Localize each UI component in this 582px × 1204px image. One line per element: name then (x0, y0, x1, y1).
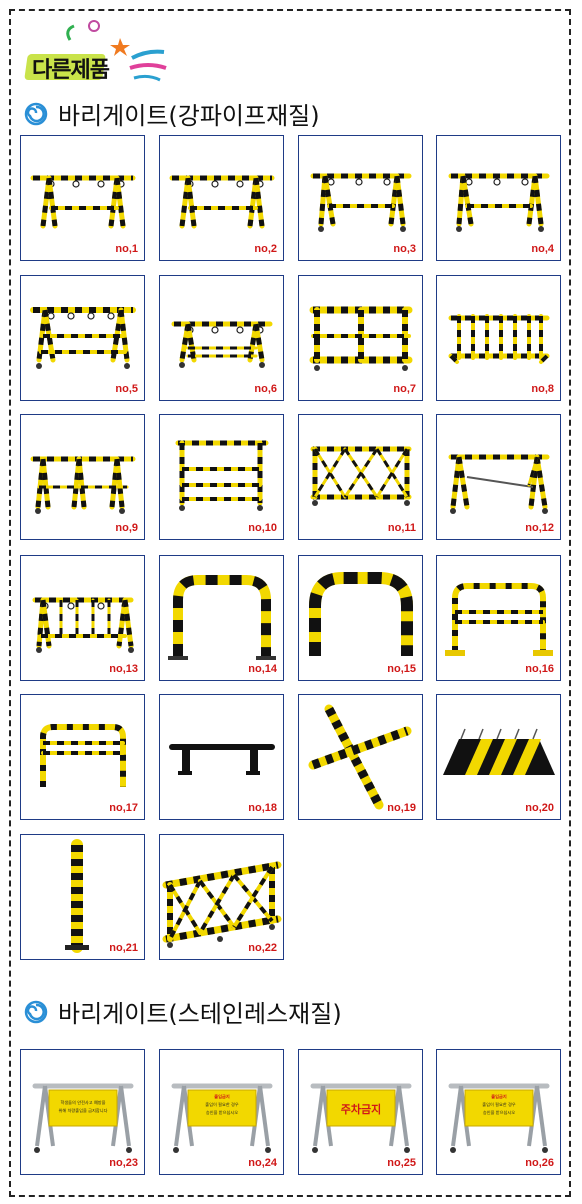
product-tile[interactable]: no,8 (436, 275, 561, 401)
u-guard-round-icon (309, 572, 413, 656)
product-label: no,12 (525, 522, 554, 534)
product-label: no,17 (109, 802, 138, 814)
picket-barricade-icon (448, 314, 550, 364)
sign-text: 출입이 필요한 경우 (205, 1101, 239, 1108)
page-frame (9, 9, 571, 1197)
bar-stopper-icon (169, 744, 275, 775)
product-label: no,4 (531, 243, 554, 255)
section-title-text: 바리게이트(강파이프재질) (58, 102, 320, 130)
product-tile[interactable]: no,13 (20, 555, 145, 681)
truss-barricade-icon (162, 861, 282, 948)
product-tile[interactable]: 출입금지 출입이 필요한 경우 승인을 받으십시오 no,24 (159, 1049, 284, 1175)
product-tile[interactable]: no,5 (20, 275, 145, 401)
product-label: no,10 (248, 522, 277, 534)
swirl-icon (24, 102, 48, 125)
x-truss-barricade-icon (310, 446, 412, 506)
product-label: no,3 (393, 243, 416, 255)
other-products-badge: 다른제품 (22, 18, 172, 90)
product-label: no,5 (115, 383, 138, 395)
product-label: no,25 (387, 1157, 416, 1169)
product-tile[interactable]: no,10 (159, 414, 284, 540)
product-tile[interactable]: no,14 (159, 555, 284, 681)
product-tile[interactable]: no,9 (20, 414, 145, 540)
product-tile[interactable]: no,20 (436, 694, 561, 820)
section-title-stainless: 바리게이트(스테인레스재질) (24, 994, 342, 1029)
swirl-icon (24, 1000, 48, 1023)
product-label: no,16 (525, 663, 554, 675)
product-label: no,26 (525, 1157, 554, 1169)
product-tile[interactable]: no,17 (20, 694, 145, 820)
post-bollard-icon (65, 839, 89, 953)
u-guard-yellow-low-icon (40, 724, 126, 787)
product-tile[interactable]: 출입금지 출입이 필요한 경우 승인을 받으십시오 no,26 (436, 1049, 561, 1175)
product-label: no,18 (248, 802, 277, 814)
a-frame-barricade-wide-icon (30, 307, 136, 369)
product-tile[interactable]: no,18 (159, 694, 284, 820)
product-label: no,22 (248, 942, 277, 954)
a-frame-barricade-low-icon (171, 321, 273, 368)
product-tile[interactable]: 주차금지 no,25 (298, 1049, 423, 1175)
product-tile[interactable]: no,15 (298, 555, 423, 681)
product-label: no,19 (387, 802, 416, 814)
spike-strip-icon (443, 728, 555, 775)
three-rail-barricade-icon (175, 440, 269, 511)
product-label: no,11 (387, 522, 416, 534)
a-frame-chain-icon (448, 454, 550, 514)
product-label: no,6 (254, 383, 277, 395)
product-tile[interactable]: no,1 (20, 135, 145, 261)
section-title-text: 바리게이트(스테인레스재질) (58, 1000, 342, 1028)
u-guard-yellow-icon (445, 583, 553, 656)
sign-text: 위해 차량출입을 금지합니다 (59, 1107, 108, 1114)
sign-text: 출입금지 (214, 1093, 230, 1100)
sign-text: 승인을 받으십시오 (483, 1109, 515, 1115)
sign-text: 학생들의 안전사고 예방을 (60, 1099, 105, 1106)
product-label: no,7 (393, 383, 416, 395)
picket-barricade-small-icon (32, 597, 134, 653)
triple-a-frame-icon (30, 456, 136, 514)
a-frame-barricade-icon (30, 175, 136, 229)
product-label: no,2 (254, 243, 277, 255)
product-tile[interactable]: 학생들의 안전사고 예방을 위해 차량출입을 금지합니다 no,23 (20, 1049, 145, 1175)
section-title-steel: 바리게이트(강파이프재질) (24, 96, 320, 131)
sign-text: 출입이 필요한 경우 (482, 1101, 516, 1108)
product-tile[interactable]: no,11 (298, 414, 423, 540)
cross-barrier-icon (308, 704, 412, 810)
stainless-barricade-icon: 주차금지 (310, 1083, 412, 1153)
product-label: no,15 (387, 663, 416, 675)
product-tile[interactable]: no,2 (159, 135, 284, 261)
product-tile[interactable]: no,6 (159, 275, 284, 401)
product-tile[interactable]: no,7 (298, 275, 423, 401)
a-frame-barricade-wheels-icon (310, 173, 412, 232)
product-label: no,24 (248, 1157, 277, 1169)
sign-text: 승인을 받으십시오 (206, 1109, 238, 1115)
product-tile[interactable]: no,4 (436, 135, 561, 261)
a-frame-barricade-wheels-icon (448, 173, 550, 232)
product-label: no,21 (109, 942, 138, 954)
product-label: no,20 (525, 802, 554, 814)
product-label: no,14 (248, 663, 277, 675)
product-tile[interactable]: no,22 (159, 834, 284, 960)
product-tile[interactable]: no,12 (436, 414, 561, 540)
product-tile[interactable]: no,19 (298, 694, 423, 820)
sign-text: 출입금지 (491, 1093, 507, 1100)
product-tile[interactable]: no,3 (298, 135, 423, 261)
badge-label: 다른제품 (32, 58, 110, 83)
product-tile[interactable]: no,21 (20, 834, 145, 960)
product-tile[interactable]: no,16 (436, 555, 561, 681)
product-label: no,9 (115, 522, 138, 534)
product-label: no,13 (109, 663, 138, 675)
product-label: no,1 (115, 243, 138, 255)
product-label: no,8 (531, 383, 554, 395)
product-label: no,23 (109, 1157, 138, 1169)
badge-decoration-icon (66, 20, 167, 82)
sign-text: 주차금지 (341, 1102, 381, 1116)
u-guard-icon (168, 575, 276, 660)
box-frame-barricade-icon (309, 306, 413, 371)
a-frame-barricade-icon (169, 175, 275, 229)
